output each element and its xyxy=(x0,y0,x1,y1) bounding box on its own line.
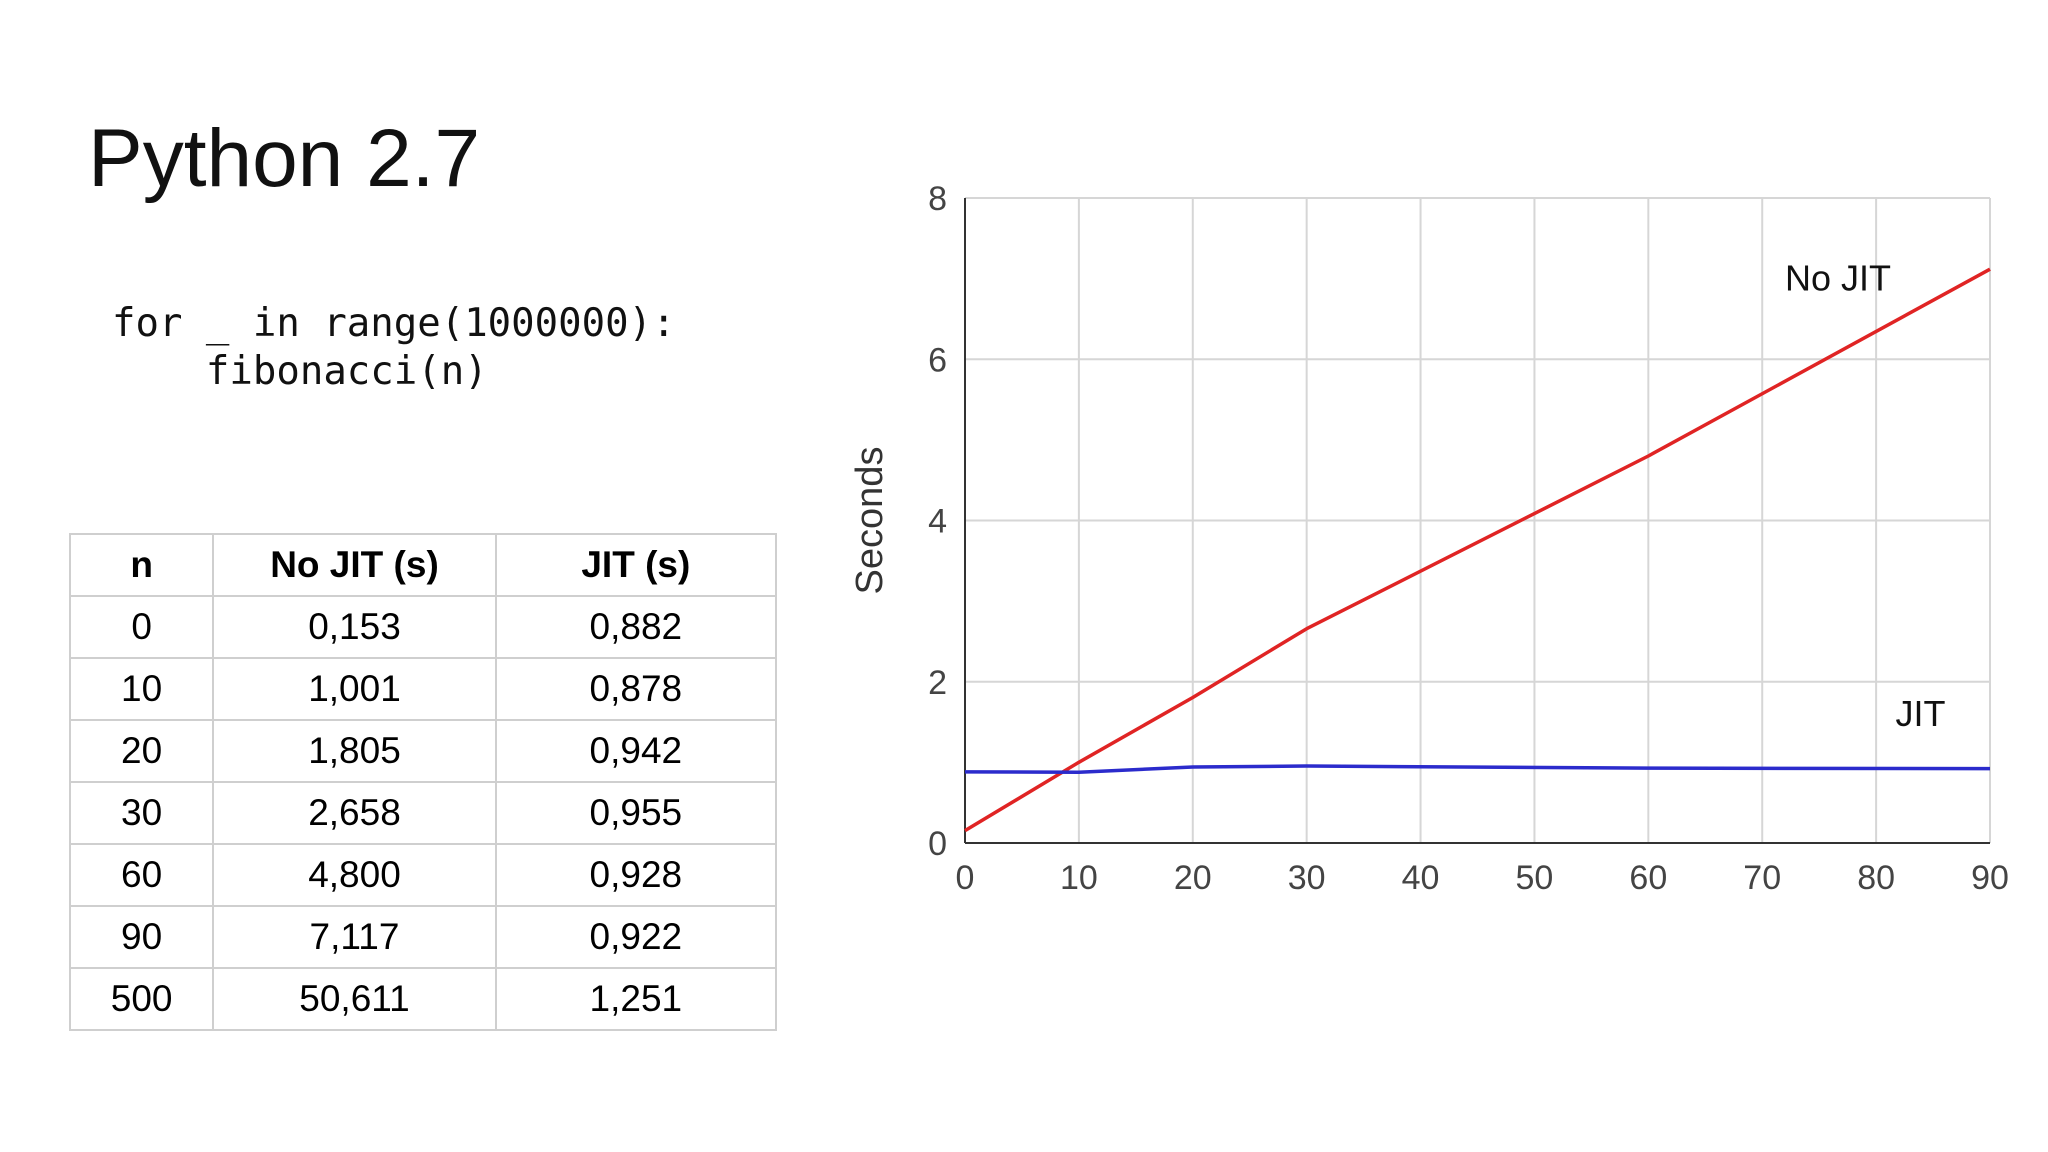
x-tick-label: 60 xyxy=(1629,859,1667,897)
cell-jit: 0,928 xyxy=(494,843,778,907)
table-row: 500 50,611 1,251 xyxy=(68,967,778,1031)
series-line-no-jit xyxy=(964,267,1991,833)
chart-labels: 0 10 20 30 40 50 60 70 80 90 0 2 4 6 8 Seconds No JIT JIT xyxy=(849,180,2009,897)
x-tick-label: 40 xyxy=(1402,859,1440,897)
cell-n: 90 xyxy=(68,905,215,969)
cell-jit: 0,955 xyxy=(494,781,778,845)
chart-series xyxy=(964,267,1991,833)
y-tick-label: 2 xyxy=(928,664,947,702)
cell-n: 500 xyxy=(68,967,215,1031)
cell-n: 0 xyxy=(68,595,215,659)
cell-no-jit: 0,153 xyxy=(212,595,497,659)
cell-no-jit: 2,658 xyxy=(212,781,497,845)
cell-jit: 1,251 xyxy=(494,967,778,1031)
line-chart: 0 10 20 30 40 50 60 70 80 90 0 2 4 6 8 Seconds No JIT JIT xyxy=(849,180,2009,897)
y-tick-label: 8 xyxy=(928,180,947,218)
slide-title: Python 2.7 xyxy=(88,113,481,204)
cell-n: 20 xyxy=(68,719,215,783)
table-row: 30 2,658 0,955 xyxy=(68,781,778,845)
cell-no-jit: 50,611 xyxy=(212,967,497,1031)
table-header-row: n No JIT (s) JIT (s) xyxy=(68,533,778,597)
cell-n: 10 xyxy=(68,657,215,721)
code-snippet: for _ in range(1000000): fibonacci(n) xyxy=(112,300,676,396)
cell-jit: 0,942 xyxy=(494,719,778,783)
y-axis-title: Seconds xyxy=(849,447,891,595)
cell-jit: 0,922 xyxy=(494,905,778,969)
table-row: 20 1,805 0,942 xyxy=(68,719,778,783)
results-table: n No JIT (s) JIT (s) 0 0,153 0,882 10 1,… xyxy=(68,533,778,1031)
chart-axes xyxy=(964,198,1990,844)
code-line: fibonacci(n) xyxy=(112,349,488,394)
x-tick-label: 10 xyxy=(1060,859,1098,897)
cell-n: 60 xyxy=(68,843,215,907)
series-label-jit: JIT xyxy=(1895,693,1945,734)
y-tick-label: 4 xyxy=(928,503,947,541)
header-no-jit: No JIT (s) xyxy=(212,533,497,597)
x-tick-label: 50 xyxy=(1516,859,1554,897)
series-label-no-jit: No JIT xyxy=(1785,258,1891,299)
header-jit: JIT (s) xyxy=(494,533,778,597)
x-tick-label: 0 xyxy=(956,859,975,897)
series-line-jit xyxy=(964,764,1991,774)
x-tick-label: 80 xyxy=(1857,859,1895,897)
cell-no-jit: 4,800 xyxy=(212,843,497,907)
x-tick-label: 30 xyxy=(1288,859,1326,897)
x-tick-label: 20 xyxy=(1174,859,1212,897)
table-row: 10 1,001 0,878 xyxy=(68,657,778,721)
x-tick-label: 90 xyxy=(1971,859,2009,897)
y-tick-label: 0 xyxy=(928,825,947,863)
code-line: for _ in range(1000000): xyxy=(112,301,676,346)
table-row: 60 4,800 0,928 xyxy=(68,843,778,907)
y-tick-label: 6 xyxy=(928,341,947,379)
cell-n: 30 xyxy=(68,781,215,845)
table-row: 0 0,153 0,882 xyxy=(68,595,778,659)
cell-jit: 0,878 xyxy=(494,657,778,721)
cell-no-jit: 1,805 xyxy=(212,719,497,783)
x-tick-label: 70 xyxy=(1743,859,1781,897)
header-n: n xyxy=(68,533,215,597)
cell-no-jit: 7,117 xyxy=(212,905,497,969)
cell-no-jit: 1,001 xyxy=(212,657,497,721)
table-row: 90 7,117 0,922 xyxy=(68,905,778,969)
cell-jit: 0,882 xyxy=(494,595,778,659)
